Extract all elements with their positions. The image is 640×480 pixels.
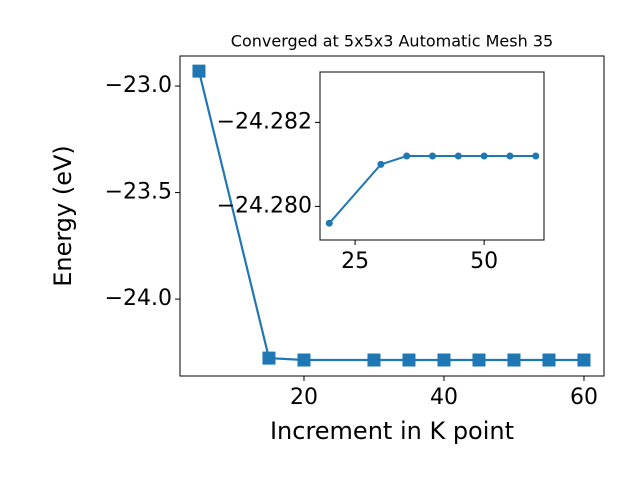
marker	[480, 152, 488, 160]
marker	[403, 152, 411, 160]
marker	[577, 353, 591, 367]
marker	[506, 152, 514, 160]
y-tick-label: −24.280	[217, 193, 312, 218]
x-tick-label: 40	[430, 385, 458, 410]
x-tick-label: 60	[570, 385, 598, 410]
y-tick-label: −24.0	[105, 286, 172, 311]
x-tick-label: 25	[341, 249, 369, 274]
axes-frame	[179, 55, 605, 377]
x-tick-label: 50	[470, 249, 498, 274]
marker	[542, 353, 556, 367]
marker	[297, 353, 311, 367]
marker	[367, 353, 381, 367]
series-line	[197, 70, 584, 362]
y-tick-label: −23.5	[105, 180, 172, 205]
marker	[472, 353, 486, 367]
marker	[437, 353, 451, 367]
marker	[454, 152, 462, 160]
y-tick-label: −23.0	[105, 73, 172, 98]
marker	[192, 64, 206, 78]
x-axis-label: Increment in K point	[270, 417, 514, 445]
marker	[377, 160, 385, 168]
y-tick-label: −24.282	[217, 109, 312, 134]
chart-title: Converged at 5x5x3 Automatic Mesh 35	[231, 32, 553, 51]
marker	[507, 353, 521, 367]
marker	[325, 219, 333, 227]
series-line	[328, 155, 536, 224]
marker	[429, 152, 437, 160]
marker	[402, 353, 416, 367]
x-tick-label: 20	[290, 385, 318, 410]
axes-frame	[319, 71, 545, 241]
marker	[262, 351, 276, 365]
y-axis-label: Energy (eV)	[49, 145, 77, 287]
marker	[532, 152, 540, 160]
